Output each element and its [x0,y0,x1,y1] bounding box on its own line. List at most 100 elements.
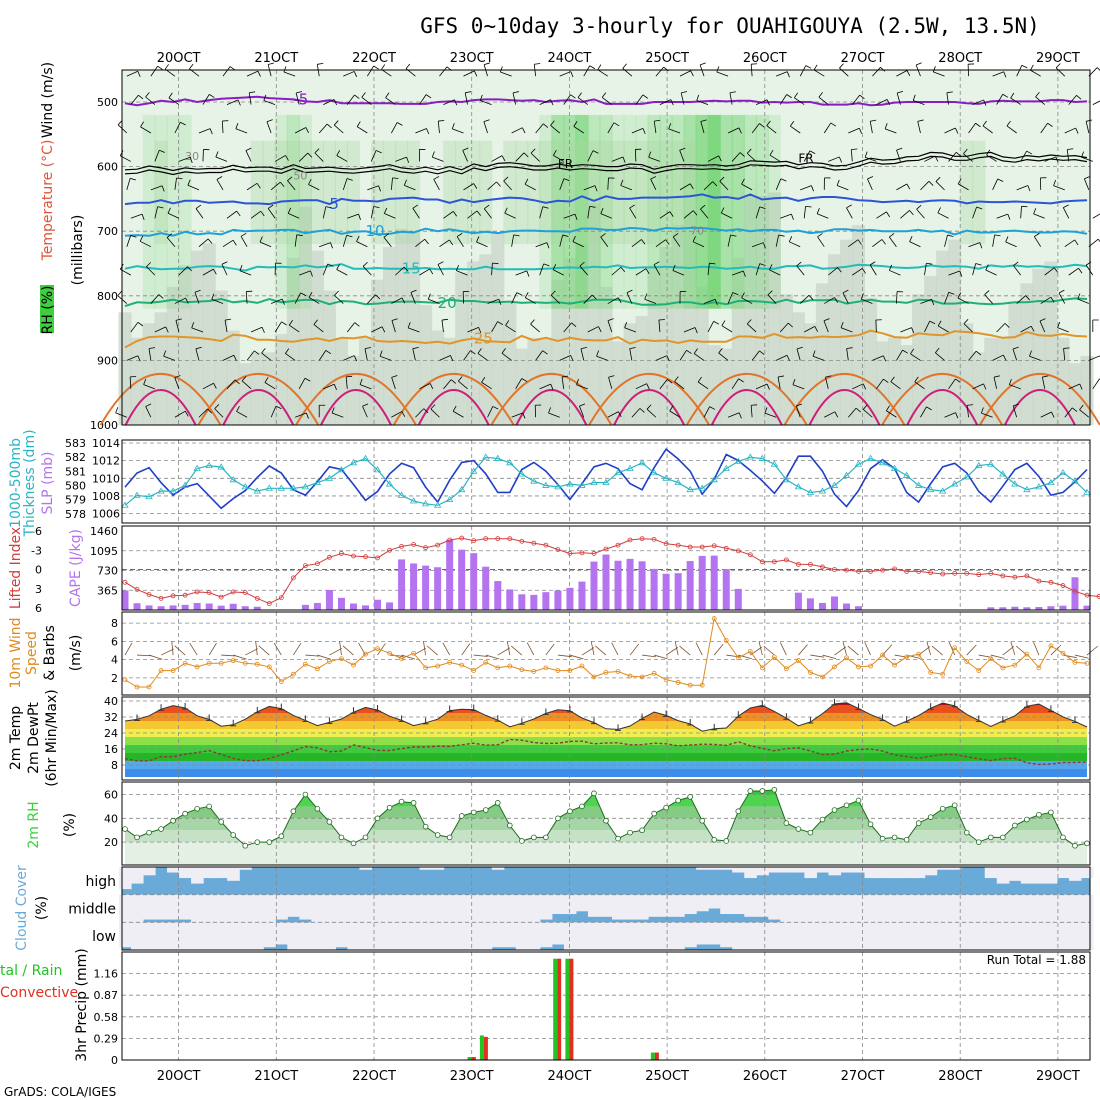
cloud-gap [563,922,577,950]
wind-barb [642,94,648,99]
cloud-gap [611,922,625,950]
rh-fill-upper [551,140,565,245]
thickness-marker [782,476,791,483]
wind-barb [876,211,887,219]
thickness-marker [698,484,706,491]
wind-barb [679,350,687,361]
rh-fill-lower [936,250,950,425]
wind-barb [570,355,574,362]
rh-fill-lower [791,312,805,425]
wind-barb [759,263,766,266]
wind-barb-10m [763,645,775,656]
wind-barb-10m [758,641,763,656]
li-marker [134,586,140,592]
rh-fill-lower [383,246,397,425]
wind-barb [331,412,344,418]
cape-bar [181,604,189,610]
thickness-marker [1011,480,1019,487]
li-marker [314,561,320,567]
date-label-bottom: 26OCT [743,1069,787,1084]
wind-barb [1016,295,1026,304]
wind-barb [888,236,897,247]
cape-bar [458,549,466,610]
rh-marker [807,829,814,836]
wind-barb [846,207,853,219]
wind-barb [367,185,379,191]
rh-fill-upper [587,140,601,245]
cape-bar [301,604,309,610]
wind-barb [646,408,657,418]
wind-barb [580,348,585,361]
wind-barb [245,291,248,304]
wind-barb [601,92,607,98]
wind-barb [150,65,158,77]
li-tick: -6 [31,525,42,538]
slp-line [124,448,1088,510]
wind-barb-10m [834,646,847,656]
wind-barb [900,327,912,333]
wind-barb [920,181,930,191]
wind-barb [342,235,348,247]
date-label-top: 22OCT [352,51,396,66]
wind-barb [916,204,922,210]
wind-barb [241,380,252,390]
wind-barb [1003,71,1007,78]
rh-fill-upper [467,140,481,245]
wind-barb [202,94,210,105]
rh-marker [218,819,225,825]
wind-barb [150,294,160,304]
wind-barb [1007,213,1011,220]
wind-barb [697,376,702,383]
cloud-gap [888,922,902,950]
rh-fill-mid [599,114,613,309]
rh-marker [506,822,513,829]
wind-barb [500,71,512,77]
wind-barb [1074,239,1079,246]
cape-bar [614,560,622,610]
wind-barb [381,64,386,70]
wind-barb [261,352,272,361]
rh-marker [482,807,489,813]
li-marker [856,569,861,574]
wind-barb [914,376,919,382]
precip-legend-convective: Convective [0,985,78,1001]
wind-barb [812,355,825,361]
wind-speed-marker [1048,643,1054,649]
wind-barb [524,292,529,298]
rh-fill-lower [924,276,938,425]
wind-barb [842,292,849,304]
wind-barb [458,380,468,390]
rh-marker [1060,834,1066,841]
wind-speed-marker [254,661,260,667]
wind-barb [412,348,416,361]
cloud-gap [828,922,842,950]
wind-barb [304,377,311,382]
wind-barb [214,404,220,409]
wind-speed-marker [868,663,873,669]
wind-barb [692,241,705,248]
wind-barb [456,233,463,237]
wind-barb [141,214,145,220]
wind-barb [992,354,1004,361]
wind-barb [198,128,211,134]
wind-barb [281,321,287,326]
wind-barb [1097,238,1100,243]
wind-barb-10m [590,641,595,656]
wind-barb [146,262,151,267]
wind-barb [716,66,720,73]
thickness-marker [121,501,129,508]
li-marker [892,566,897,572]
wind-speed-marker [976,668,982,673]
rh-fill-mid [551,114,565,309]
wind-barb [1016,185,1028,191]
wind-barb [296,234,303,236]
cloud-gap [1020,867,1034,884]
wind-barb [336,155,348,162]
cloud-gap [1032,867,1046,884]
wind-barb [786,355,790,361]
wind-barb [415,408,425,418]
rh-band [125,818,1087,831]
wind-barb [721,320,726,326]
wind-barb [1013,261,1019,266]
